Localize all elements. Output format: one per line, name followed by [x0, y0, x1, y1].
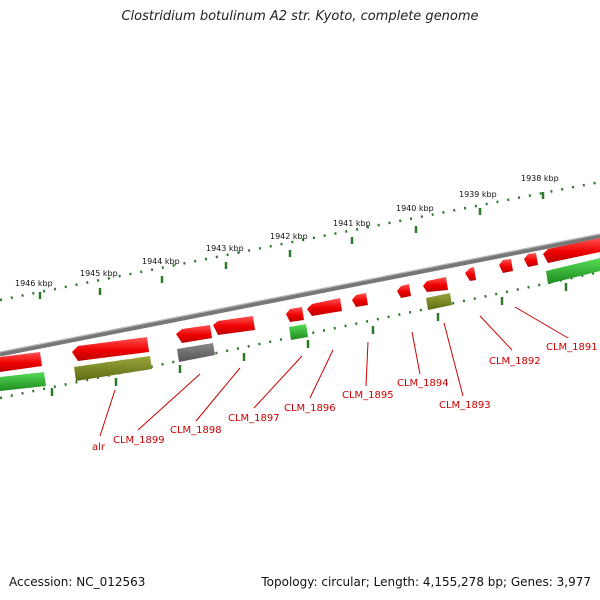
- ruler-label-1944: 1944 kbp: [142, 257, 180, 266]
- gene-label-clm-1891[interactable]: CLM_1891: [546, 342, 598, 353]
- gene-arrow-clm-1895[interactable]: [352, 293, 368, 307]
- ruler-label-1938: 1938 kbp: [521, 174, 559, 183]
- accession-text: Accession: NC_012563: [9, 575, 146, 589]
- gene-arrow-clm-1896[interactable]: [307, 298, 342, 316]
- gene-arrow-clm-1898[interactable]: [213, 316, 255, 335]
- forward-strand-genes: [0, 238, 600, 372]
- gene-block-green-right[interactable]: [546, 258, 600, 284]
- gene-label-clm-1892[interactable]: CLM_1892: [489, 356, 541, 367]
- ruler-label-1940: 1940 kbp: [396, 204, 434, 213]
- outer-ruler-major-ticks: [38, 192, 545, 299]
- gene-arrow-left-edge: [0, 352, 42, 372]
- genome-title: Clostridium botulinum A2 str. Kyoto, com…: [121, 9, 479, 24]
- gene-arrow-clm-1897[interactable]: [286, 307, 304, 322]
- inner-ruler-major-ticks: [50, 283, 568, 396]
- ruler-label-1946: 1946 kbp: [15, 279, 53, 288]
- ruler-label-1943: 1943 kbp: [206, 244, 244, 253]
- gene-label-clm-1897[interactable]: CLM_1897: [228, 413, 280, 424]
- gene-arrow-alr[interactable]: [72, 337, 149, 361]
- gene-label-clm-1894[interactable]: CLM_1894: [397, 378, 449, 389]
- gene-arrow-clm-1891-b[interactable]: [543, 238, 600, 263]
- gene-label-alr[interactable]: alr: [92, 442, 106, 453]
- ruler-label-1941: 1941 kbp: [333, 219, 371, 228]
- gene-arrow-clm-1893[interactable]: [423, 277, 448, 292]
- ruler-label-1942: 1942 kbp: [270, 232, 308, 241]
- gene-arrow-clm-1891-a[interactable]: [524, 253, 538, 267]
- genome-backbone: [0, 233, 600, 357]
- ruler-label-1945: 1945 kbp: [80, 269, 118, 278]
- gene-block-olive-clm-1893[interactable]: [426, 293, 452, 310]
- gene-label-clm-1896[interactable]: CLM_1896: [284, 403, 336, 414]
- gene-label-clm-1895[interactable]: CLM_1895: [342, 390, 394, 401]
- gene-block-green-left[interactable]: [0, 372, 46, 391]
- ruler-label-1939: 1939 kbp: [459, 190, 497, 199]
- reverse-strand-genes: [0, 258, 600, 391]
- gene-block-green-clm-1897[interactable]: [289, 324, 308, 340]
- gene-block-gray-pseudo[interactable]: [177, 343, 215, 362]
- gene-label-clm-1898[interactable]: CLM_1898: [170, 425, 222, 436]
- gene-arrow-clm-1899[interactable]: [176, 325, 212, 343]
- genome-summary-text: Topology: circular; Length: 4,155,278 bp…: [261, 575, 591, 589]
- gene-arrow-clm-1892-b[interactable]: [499, 259, 513, 273]
- gene-label-leaders: [99, 306, 569, 437]
- gene-arrow-clm-1892-a[interactable]: [465, 267, 476, 281]
- gene-label-clm-1893[interactable]: CLM_1893: [439, 400, 491, 411]
- gene-block-olive-alr[interactable]: [74, 356, 152, 381]
- gene-label-clm-1899[interactable]: CLM_1899: [113, 435, 165, 446]
- outer-ruler-track: [0, 180, 600, 302]
- gene-arrow-clm-1894[interactable]: [397, 284, 411, 298]
